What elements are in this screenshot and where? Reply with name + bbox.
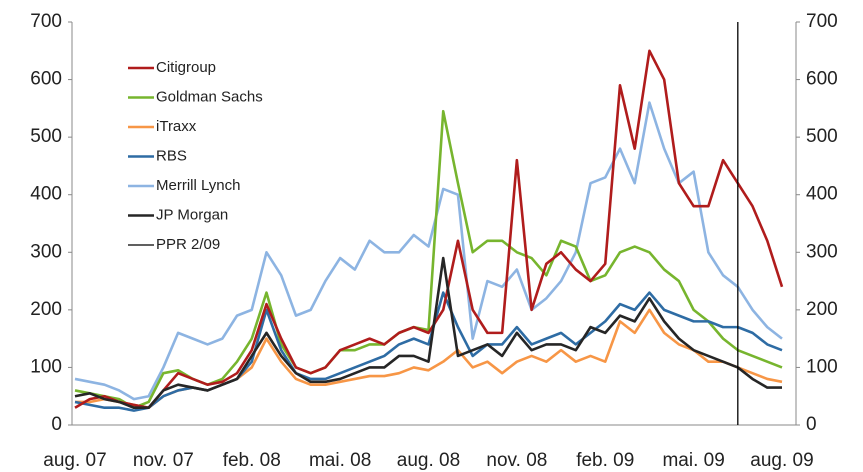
legend-label: Merrill Lynch bbox=[156, 177, 240, 194]
series-line bbox=[74, 256, 782, 410]
y-tick-label: 300 bbox=[30, 241, 62, 262]
x-tick-label: feb. 08 bbox=[223, 450, 281, 471]
y2-tick-label: 300 bbox=[806, 241, 838, 262]
x-tick-label: aug. 07 bbox=[43, 450, 106, 471]
legend-label: PPR 2/09 bbox=[156, 236, 220, 253]
legend-label: Goldman Sachs bbox=[156, 88, 263, 105]
y-tick-label: 400 bbox=[30, 184, 62, 205]
y2-tick-label: 0 bbox=[806, 414, 817, 435]
y2-tick-label: 400 bbox=[806, 184, 838, 205]
y2-tick-label: 200 bbox=[806, 299, 838, 320]
series-line bbox=[74, 291, 783, 412]
y2-tick-label: 600 bbox=[806, 69, 838, 90]
x-tick-label: mai. 09 bbox=[662, 450, 724, 471]
x-tick-label: nov. 07 bbox=[133, 450, 194, 471]
legend-label: iTraxx bbox=[156, 118, 197, 135]
y-tick-label: 200 bbox=[30, 299, 62, 320]
y-tick-label: 100 bbox=[30, 356, 62, 377]
y2-tick-label: 100 bbox=[806, 356, 838, 377]
y-tick-label: 0 bbox=[51, 414, 62, 435]
y2-tick-label: 500 bbox=[806, 126, 838, 147]
series-line bbox=[74, 101, 783, 401]
y2-tick-label: 700 bbox=[806, 11, 838, 32]
x-tick-label: aug. 08 bbox=[397, 450, 460, 471]
x-tick-label: aug. 09 bbox=[750, 450, 813, 471]
y-tick-label: 500 bbox=[30, 126, 62, 147]
legend-label: JP Morgan bbox=[156, 206, 228, 223]
x-tick-label: nov. 08 bbox=[486, 450, 547, 471]
series-line bbox=[74, 49, 784, 410]
y-tick-label: 700 bbox=[30, 11, 62, 32]
y-tick-label: 600 bbox=[30, 69, 62, 90]
x-tick-label: feb. 09 bbox=[576, 450, 634, 471]
legend-label: Citigroup bbox=[156, 59, 216, 76]
legend-label: RBS bbox=[156, 147, 187, 164]
x-tick-label: mai. 08 bbox=[309, 450, 371, 471]
